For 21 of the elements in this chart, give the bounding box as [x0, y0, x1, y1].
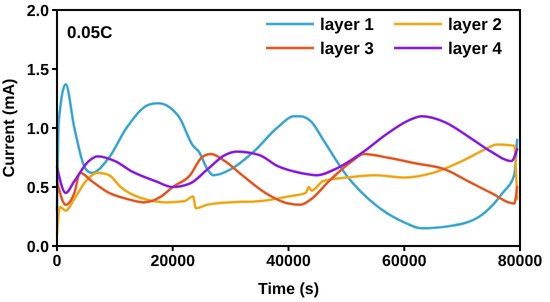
legend-label: layer 3 — [320, 39, 374, 58]
y-tick-label: 1.5 — [26, 62, 50, 79]
y-tick-label: 1.0 — [26, 121, 50, 138]
line-series — [56, 143, 518, 236]
x-tick-label: 80000 — [498, 253, 542, 270]
x-tick-label: 40000 — [266, 253, 311, 270]
y-tick-label: 0.5 — [26, 180, 50, 197]
x-axis-title: Time (s) — [258, 281, 320, 298]
legend-label: layer 2 — [448, 15, 502, 34]
x-tick-label: 20000 — [150, 253, 196, 270]
y-tick-label: 2.0 — [26, 3, 50, 20]
y-tick-label: 0.0 — [26, 239, 50, 256]
line-series — [56, 152, 518, 206]
legend-label: layer 1 — [320, 15, 374, 34]
x-tick-label: 60000 — [382, 253, 427, 270]
y-axis-title: Current (mA) — [1, 78, 18, 178]
legend-label: layer 4 — [448, 39, 502, 58]
line-series — [56, 114, 518, 194]
line-series — [56, 83, 518, 230]
annotation: 0.05C — [67, 23, 112, 42]
x-tick-label: 0 — [52, 253, 62, 270]
